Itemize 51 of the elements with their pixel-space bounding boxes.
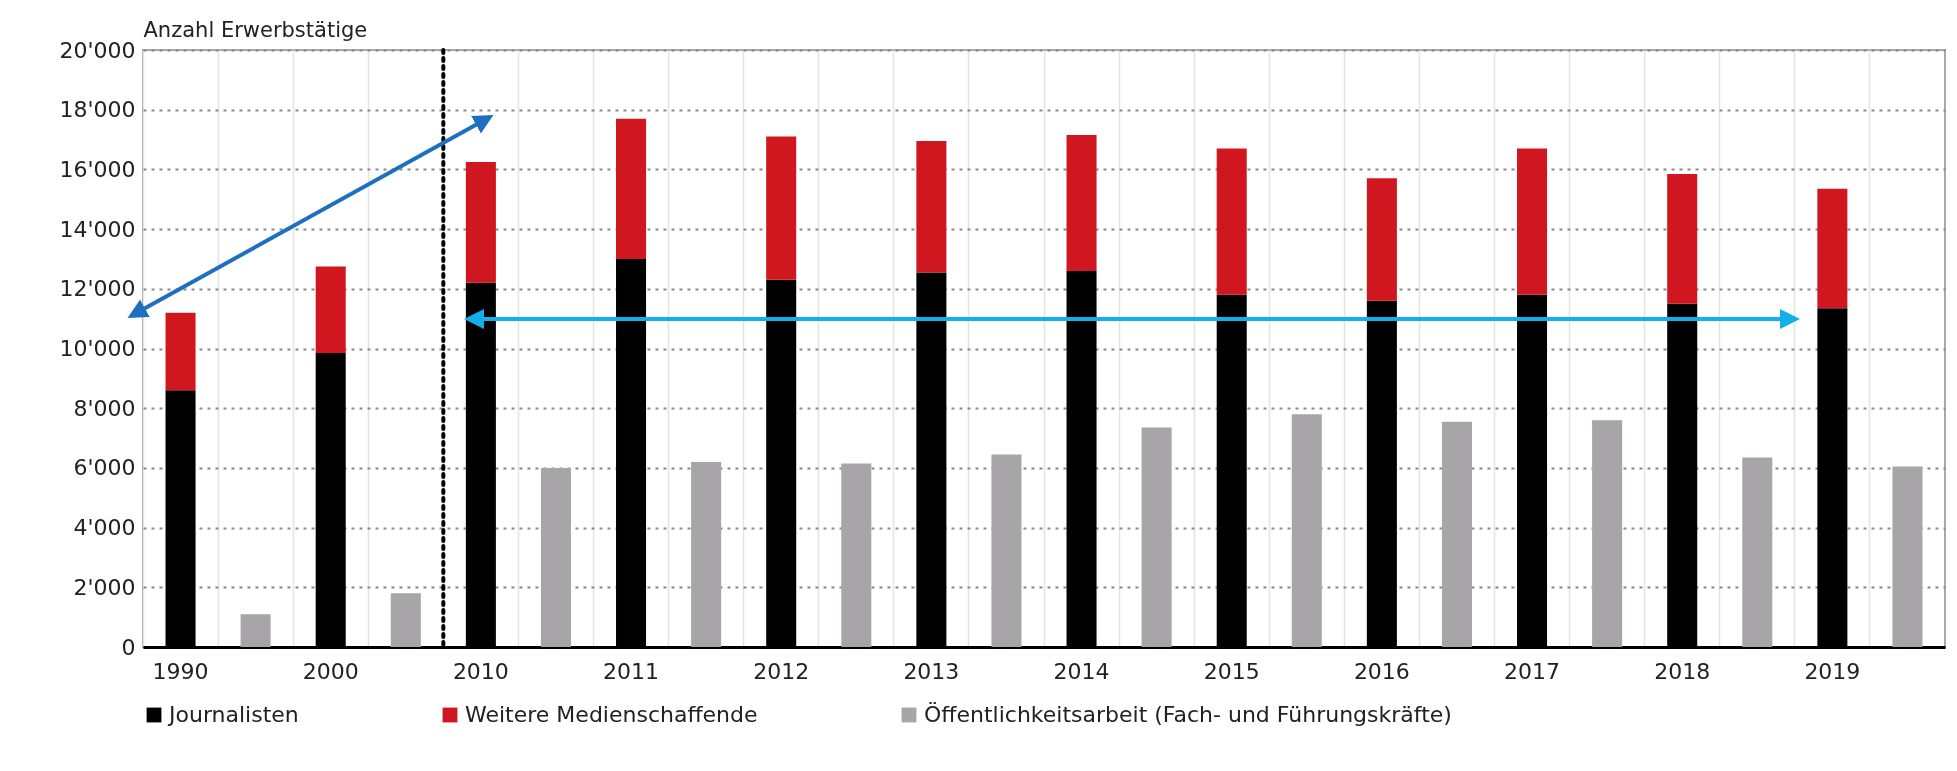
- bar: [390, 593, 421, 647]
- bar: [766, 136, 797, 280]
- bar: [465, 161, 496, 283]
- x-tick-label: 2014: [1053, 658, 1110, 684]
- y-tick-label: 0: [121, 634, 136, 660]
- bar: [1742, 457, 1773, 647]
- y-tick-label: 18'000: [59, 97, 136, 123]
- bar: [1066, 135, 1097, 271]
- y-tick-label: 10'000: [59, 336, 136, 361]
- bar: [1892, 466, 1923, 647]
- bar: [991, 454, 1022, 647]
- x-tick-label: 2015: [1203, 658, 1260, 684]
- bar: [1817, 188, 1848, 309]
- y-tick-label: 6'000: [73, 455, 136, 481]
- bar: [1592, 420, 1623, 647]
- y-tick-label: 2'000: [73, 574, 136, 600]
- x-tick-label: 2016: [1353, 658, 1410, 684]
- bar: [1141, 427, 1172, 647]
- bar: [315, 266, 346, 353]
- bar: [1667, 173, 1698, 304]
- bar: [616, 118, 647, 259]
- x-tick-label: 2012: [753, 658, 810, 684]
- y-tick-label: 8'000: [73, 395, 136, 421]
- legend-label: Öffentlichkeitsarbeit (Fach- und Führungskräfte): [924, 702, 1452, 727]
- x-tick-label: 2013: [903, 658, 960, 684]
- bar: [540, 467, 571, 647]
- x-tick-label: 1990: [152, 658, 209, 684]
- x-tick-label: 2018: [1654, 658, 1711, 684]
- x-tick-label: 2011: [603, 658, 660, 684]
- bar: [165, 312, 196, 391]
- x-tick-label: 2019: [1804, 658, 1861, 684]
- y-tick-label: 20'000: [59, 37, 136, 63]
- legend-label: Journalisten: [167, 702, 299, 727]
- bar: [1366, 178, 1397, 301]
- bar: [1441, 421, 1472, 647]
- bar: [1291, 414, 1322, 647]
- y-axis-title: Anzahl Erwerbstätige: [143, 17, 368, 42]
- y-tick-label: 16'000: [59, 156, 136, 182]
- bar: [691, 461, 722, 647]
- y-tick-label: 14'000: [59, 216, 136, 242]
- bar: [1216, 148, 1247, 295]
- x-tick-label: 2017: [1504, 658, 1561, 684]
- legend-label: Weitere Medienschaffende: [465, 702, 758, 727]
- bar: [240, 614, 271, 647]
- y-tick-label: 4'000: [73, 515, 136, 541]
- bar: [916, 141, 947, 273]
- bar: [841, 463, 872, 647]
- x-tick-label: 2010: [452, 658, 509, 684]
- x-tick-label: 2000: [302, 658, 359, 684]
- bar: [1517, 148, 1548, 295]
- y-tick-label: 12'000: [59, 276, 136, 302]
